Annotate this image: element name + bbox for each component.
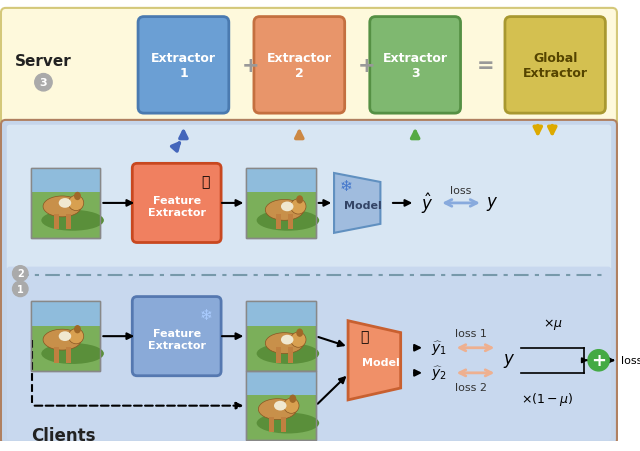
Bar [246, 371, 316, 441]
Polygon shape [348, 321, 401, 400]
Bar [246, 371, 316, 396]
Bar [31, 302, 100, 371]
Ellipse shape [291, 199, 306, 215]
Bar [66, 348, 70, 363]
Ellipse shape [257, 413, 319, 433]
Ellipse shape [281, 335, 294, 345]
Bar [54, 215, 59, 230]
Bar [269, 417, 274, 432]
Ellipse shape [296, 196, 303, 204]
Bar [281, 417, 286, 432]
Text: Clients: Clients [31, 426, 95, 444]
Circle shape [588, 350, 609, 371]
Ellipse shape [266, 200, 303, 221]
Bar [31, 169, 100, 238]
Bar [288, 348, 292, 363]
Circle shape [13, 281, 28, 297]
Text: Extractor
1: Extractor 1 [151, 52, 216, 80]
Text: =: = [477, 56, 495, 76]
Ellipse shape [257, 211, 319, 231]
Bar [288, 215, 292, 230]
Ellipse shape [59, 198, 71, 208]
Text: 3: 3 [40, 78, 47, 88]
Ellipse shape [68, 329, 84, 344]
Ellipse shape [266, 333, 303, 354]
Text: $\widehat{y}_2$: $\widehat{y}_2$ [431, 364, 447, 382]
FancyBboxPatch shape [1, 9, 617, 129]
Text: Feature
Extractor: Feature Extractor [148, 328, 205, 350]
Text: +: + [591, 351, 606, 369]
Ellipse shape [68, 196, 84, 211]
Ellipse shape [74, 193, 81, 201]
Polygon shape [334, 174, 380, 233]
Bar [246, 169, 316, 238]
Bar [31, 169, 100, 238]
Text: $y$: $y$ [502, 351, 515, 369]
Text: Model: Model [344, 200, 382, 210]
Text: Server: Server [15, 53, 72, 69]
Ellipse shape [59, 331, 71, 341]
Ellipse shape [42, 211, 104, 231]
Ellipse shape [43, 197, 81, 217]
Ellipse shape [257, 343, 319, 364]
Bar [54, 348, 59, 363]
Text: loss 2: loss 2 [455, 382, 487, 392]
Ellipse shape [274, 401, 287, 410]
Bar [246, 302, 316, 371]
FancyBboxPatch shape [132, 164, 221, 243]
Ellipse shape [289, 395, 296, 403]
Ellipse shape [43, 330, 81, 350]
Text: ❄: ❄ [339, 179, 352, 193]
Text: $\widehat{y}_1$: $\widehat{y}_1$ [431, 339, 447, 357]
Text: loss 1: loss 1 [455, 328, 487, 339]
FancyBboxPatch shape [138, 18, 229, 114]
Text: +: + [358, 56, 376, 76]
Text: +: + [242, 56, 260, 76]
Bar [276, 348, 281, 363]
Ellipse shape [259, 399, 296, 419]
Text: 🔥: 🔥 [202, 175, 210, 189]
Text: 1: 1 [17, 284, 24, 294]
Text: Global
Extractor: Global Extractor [523, 52, 588, 80]
Text: $\times \mu$: $\times \mu$ [543, 317, 563, 331]
FancyBboxPatch shape [7, 267, 611, 441]
Ellipse shape [74, 325, 81, 334]
Circle shape [35, 74, 52, 92]
Bar [246, 302, 316, 371]
Bar [31, 302, 100, 371]
Text: Extractor
3: Extractor 3 [383, 52, 447, 80]
Ellipse shape [291, 332, 306, 348]
Ellipse shape [281, 202, 294, 212]
Text: 2: 2 [17, 269, 24, 279]
Text: loss: loss [450, 186, 471, 196]
FancyBboxPatch shape [370, 18, 461, 114]
Ellipse shape [42, 343, 104, 364]
Text: Feature
Extractor: Feature Extractor [148, 196, 205, 217]
Ellipse shape [284, 398, 299, 414]
Bar [246, 169, 316, 193]
Text: 🔥: 🔥 [361, 329, 369, 343]
Bar [31, 302, 100, 326]
FancyBboxPatch shape [132, 297, 221, 376]
Text: $\hat{y}$: $\hat{y}$ [420, 191, 433, 216]
Bar [66, 215, 70, 230]
Bar [276, 215, 281, 230]
Text: loss: loss [621, 355, 640, 365]
Bar [246, 371, 316, 441]
Circle shape [13, 266, 28, 281]
Text: ❄: ❄ [199, 308, 212, 323]
FancyBboxPatch shape [505, 18, 605, 114]
Bar [246, 302, 316, 326]
Text: $y$: $y$ [486, 194, 499, 212]
Text: Extractor
2: Extractor 2 [267, 52, 332, 80]
FancyBboxPatch shape [7, 125, 611, 271]
FancyBboxPatch shape [254, 18, 345, 114]
Ellipse shape [296, 329, 303, 337]
Text: $\times (1-\mu)$: $\times (1-\mu)$ [521, 391, 573, 408]
Bar [246, 169, 316, 238]
FancyBboxPatch shape [1, 120, 617, 444]
Text: Model: Model [362, 358, 399, 368]
Bar [31, 169, 100, 193]
